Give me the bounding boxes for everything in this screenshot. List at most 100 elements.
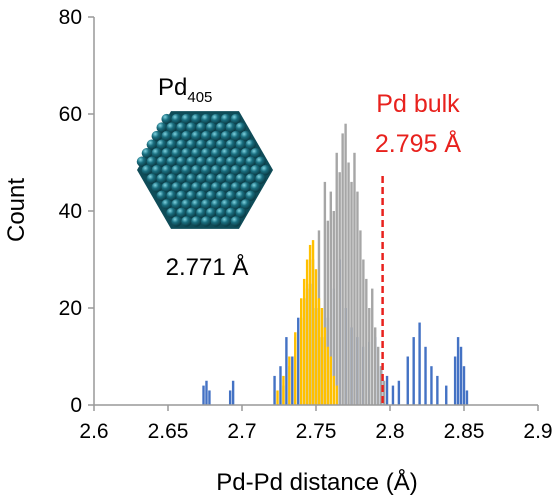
histogram-bar [302,278,306,405]
histogram-bar [353,152,356,405]
x-axis-title: Pd-Pd distance (Å) [216,468,417,496]
atom-sphere [146,173,158,184]
histogram-bar [329,356,332,405]
histogram-bar [368,308,371,405]
atom-sphere [141,165,153,176]
atom-sphere [225,207,237,219]
atom-sphere [210,165,222,176]
histogram-bar [231,380,235,405]
atom-sphere [156,139,167,150]
atom-sphere [191,182,202,193]
histogram-bar [374,327,377,405]
atom-sphere [235,173,246,184]
atom-sphere [230,216,241,227]
atom-sphere [230,182,241,193]
atom-sphere [161,199,172,210]
histogram-bar [453,356,457,405]
atom-sphere [196,139,207,150]
atom-sphere [210,113,222,125]
atom-sphere [191,130,202,142]
atom-sphere [191,199,202,210]
atom-sphere [141,147,153,159]
cluster-subscript: 405 [187,89,212,106]
atom-sphere [176,190,187,202]
x-tick-label: 2.75 [296,420,337,443]
histogram-bar [288,356,291,405]
atom-sphere [156,190,167,202]
atom-sphere [210,182,222,193]
atom-sphere [205,207,217,219]
atom-sphere [196,207,207,219]
y-axis-title: Count [3,178,30,242]
atom-sphere [196,190,207,202]
atom-sphere [245,190,256,202]
atom-sphere [245,139,256,150]
atom-sphere [200,199,212,210]
atom-sphere [205,122,217,133]
histogram-bar [297,317,300,405]
histogram-bar [341,133,344,405]
histogram-bar [320,308,324,405]
atom-sphere [186,207,197,219]
atom-sphere [200,165,212,176]
bulk-distance-label: 2.795 Å [375,128,462,158]
histogram-bar [317,298,321,405]
series-2 [276,240,338,405]
histogram-bar [412,337,415,405]
atom-sphere [181,165,192,176]
atom-sphere [181,130,192,142]
histogram-bar [205,380,208,405]
atom-sphere [151,182,162,193]
y-tick-label: 40 [59,200,82,223]
atom-sphere [161,130,172,142]
histogram-bar [285,337,288,405]
atom-sphere [205,156,217,167]
histogram-bar [326,346,330,405]
atom-sphere [151,147,162,159]
x-tick-label: 2.6 [79,420,108,443]
atom-sphere [161,113,172,125]
atom-sphere [196,173,207,184]
atom-sphere [166,139,177,150]
atom-sphere [186,173,197,184]
atom-sphere [181,147,192,159]
atom-sphere [225,139,237,150]
y-tick-label: 60 [59,103,82,126]
histogram-bar [208,390,211,405]
atom-sphere [151,130,162,142]
histogram-bar [430,366,433,405]
histogram-bar [332,211,335,405]
x-tick-labels: 2.6 2.65 2.7 2.75 2.8 2.85 2.9 [79,405,553,443]
histogram-bar [359,230,362,405]
atom-sphere [250,182,261,193]
histogram-bar [347,162,350,405]
histogram-bar [202,385,205,405]
atom-sphere [255,156,266,167]
x-tick-label: 2.8 [375,420,404,443]
atom-sphere [230,130,241,142]
atom-sphere [171,147,182,159]
atom-sphere [225,190,237,202]
histogram-bar [365,278,368,405]
atom-sphere [220,130,232,142]
histogram-bar [276,390,279,405]
atom-sphere [210,147,222,159]
atom-sphere [200,113,212,125]
atom-sphere [171,199,182,210]
atom-sphere [186,122,197,133]
atom-sphere [186,156,197,167]
atom-sphere [220,216,232,227]
atom-sphere [166,173,177,184]
x-tick-label: 2.7 [227,420,256,443]
histogram-bar [459,346,463,405]
atom-sphere [220,199,232,210]
histogram-bar [335,152,338,405]
x-tick-label: 2.65 [148,420,189,443]
cluster-label: Pd405 [158,74,212,106]
atom-sphere [225,173,237,184]
atom-sphere [240,130,251,142]
atom-sphere [235,156,246,167]
histogram-bar [445,385,448,405]
atom-sphere [191,147,202,159]
y-tick-label: 20 [59,297,82,320]
